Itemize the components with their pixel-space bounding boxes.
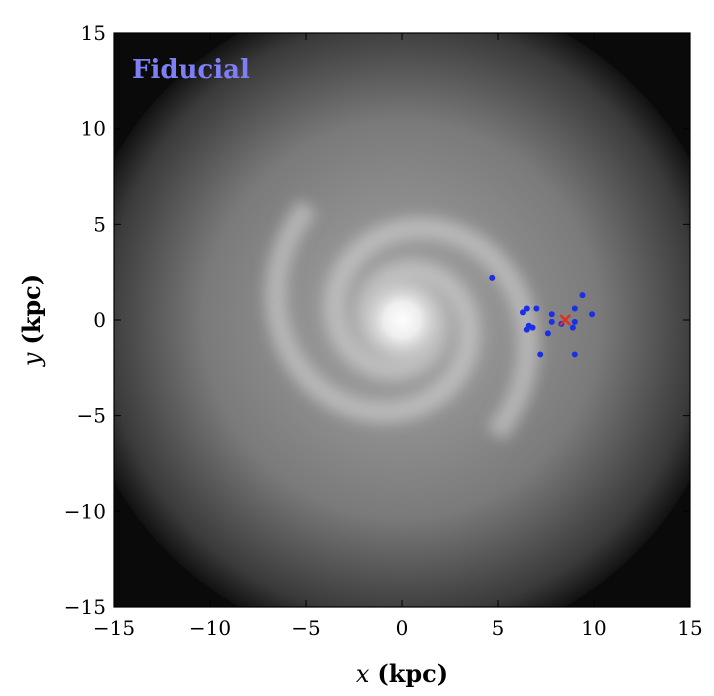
data-point: [519, 309, 526, 316]
y-tick-label: −10: [64, 499, 106, 523]
data-point: [544, 330, 551, 337]
data-point: [569, 324, 576, 331]
y-tick-label: 5: [93, 212, 106, 236]
y-tick-label: −15: [64, 595, 106, 619]
panel-label: Fiducial: [132, 55, 250, 85]
data-point: [548, 318, 555, 325]
data-point: [579, 292, 586, 299]
x-tick-label: 15: [677, 616, 702, 640]
x-axis-unit: (kpc): [377, 659, 448, 688]
sun-position-marker: [559, 314, 572, 326]
data-point: [537, 351, 544, 358]
galaxy-image: [114, 33, 690, 607]
x-axis-label: x (kpc): [356, 659, 448, 688]
marks-layer: [489, 274, 596, 358]
y-axis-unit: (kpc): [17, 274, 46, 345]
data-point: [533, 305, 540, 312]
data-point: [571, 318, 578, 325]
data-point: [523, 305, 530, 312]
data-point: [523, 326, 530, 333]
x-tick-label: −15: [93, 616, 135, 640]
axis-ticks: −15 −10 −5 0 5 10 15 −15 −10 −5 0 5 10 15: [64, 21, 703, 640]
x-tick-label: 5: [492, 616, 505, 640]
y-tick-label: −5: [77, 404, 106, 428]
y-tick-label: 15: [81, 21, 106, 45]
data-point: [589, 311, 596, 318]
data-point: [489, 274, 496, 281]
data-point: [571, 305, 578, 312]
x-axis-var: x: [356, 660, 370, 688]
x-tick-label: −5: [291, 616, 320, 640]
x-tick-label: 0: [396, 616, 409, 640]
y-axis-label: y (kpc): [17, 274, 46, 367]
y-axis-var: y: [18, 352, 46, 367]
y-tick-label: 10: [81, 117, 106, 141]
x-tick-label: 10: [581, 616, 606, 640]
x-tick-label: −10: [189, 616, 231, 640]
data-point: [529, 324, 536, 331]
data-point: [571, 351, 578, 358]
data-point: [548, 311, 555, 318]
y-tick-label: 0: [93, 308, 106, 332]
